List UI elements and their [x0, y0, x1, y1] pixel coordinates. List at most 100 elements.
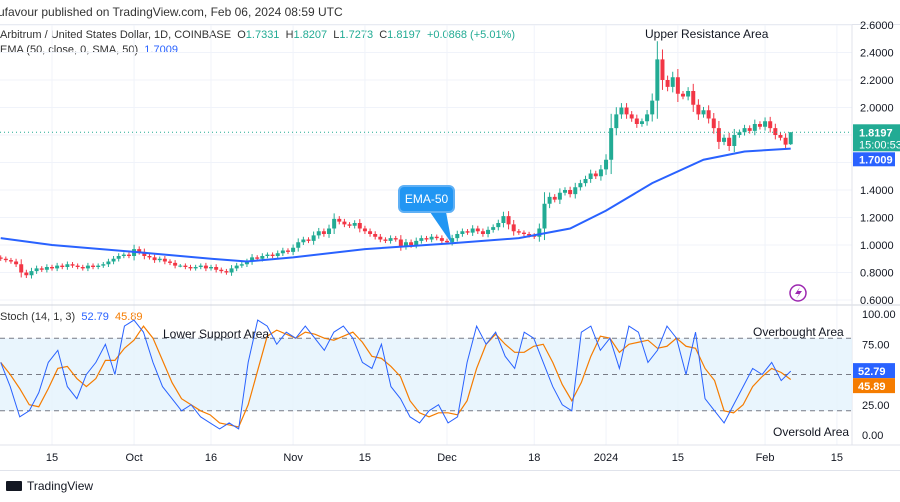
candle-body — [291, 247, 296, 252]
candle-body — [747, 128, 752, 131]
h-label: H — [285, 29, 294, 41]
last-price-text: 1.8197 — [859, 127, 893, 139]
candle-body — [337, 218, 342, 222]
candle-body — [193, 267, 198, 269]
candle-body — [480, 231, 485, 234]
candle-body — [19, 264, 24, 273]
candle-body — [696, 104, 701, 115]
candle-body — [660, 59, 665, 80]
candle-body — [752, 124, 757, 131]
candle-body — [296, 242, 301, 248]
candle-body — [173, 262, 178, 266]
candle-body — [111, 258, 116, 262]
stoch-d-line — [0, 325, 792, 428]
change-value: +0.0868 (+5.01%) — [426, 29, 516, 41]
symbol-title: Arbitrum / United States Dollar, 1D, COI… — [0, 29, 232, 41]
candle-body — [147, 256, 152, 258]
candle-body — [650, 100, 655, 115]
candle-body — [409, 242, 414, 245]
candle-body — [301, 239, 306, 243]
x-tick-label: Dec — [437, 452, 457, 464]
candle-body — [609, 128, 614, 160]
candle-body — [711, 118, 716, 129]
tradingview-logo[interactable]: TradingView — [6, 471, 93, 501]
candle-body — [414, 240, 419, 245]
candle-body — [34, 268, 39, 272]
x-tick-label: Feb — [756, 452, 775, 464]
candle-body — [362, 228, 367, 232]
candle-body — [65, 264, 70, 267]
stoch-legend: Stoch (14, 1, 3) 52.79 45.89 — [0, 311, 143, 323]
candle-body — [706, 110, 711, 119]
stoch-k-line — [0, 319, 792, 430]
lightning-icon — [789, 284, 807, 302]
x-tick-label: 15 — [672, 452, 684, 464]
stoch-d-value: 45.89 — [115, 311, 143, 323]
candle-body — [178, 265, 183, 267]
candle-body — [368, 231, 373, 234]
x-tick-label: Nov — [283, 452, 303, 464]
candle-body — [342, 221, 347, 225]
candle-body — [583, 179, 588, 184]
candle-body — [486, 229, 491, 234]
candle-body — [167, 261, 172, 263]
candle-body — [24, 272, 29, 276]
candle-body — [593, 173, 598, 177]
stoch-k-value: 52.79 — [81, 311, 109, 323]
candle-body — [675, 77, 680, 94]
x-tick-label: 15 — [831, 452, 843, 464]
x-tick-label: 15 — [359, 452, 371, 464]
candle-body — [470, 228, 475, 233]
candle-body — [91, 265, 96, 267]
candle-body — [686, 91, 691, 97]
candle-body — [121, 254, 126, 256]
candle-body — [265, 254, 270, 256]
candle-body — [604, 159, 609, 170]
candle-body — [96, 265, 101, 267]
candle-body — [424, 238, 429, 240]
l-label: L — [333, 29, 340, 41]
candle-body — [327, 228, 332, 234]
x-tick-label: 18 — [528, 452, 540, 464]
candle-body — [552, 196, 557, 200]
candle-body — [537, 228, 542, 237]
candle-body — [44, 267, 49, 270]
candle-body — [445, 240, 450, 243]
candle-body — [527, 234, 532, 236]
candle-body — [629, 114, 634, 119]
candle-body — [270, 254, 275, 256]
oversold-label: Oversold Area — [773, 425, 850, 439]
candle-body — [614, 114, 619, 129]
candle-body — [50, 267, 54, 269]
high-value: 1.8207 — [293, 29, 328, 41]
o-label: O — [237, 29, 246, 41]
candle-body — [732, 135, 737, 146]
candle-body — [563, 190, 567, 193]
candle-body — [137, 249, 142, 252]
candle-body — [788, 132, 793, 145]
stoch-label: Stoch (14, 1, 3) — [0, 311, 76, 323]
stoch-k-badge — [853, 363, 895, 379]
candle-body — [219, 269, 224, 272]
published-text: ufavour published on TradingView.com, Fe… — [0, 5, 343, 19]
candle-body — [357, 223, 362, 229]
candle-body — [701, 110, 706, 115]
candle-body — [588, 173, 593, 179]
upper-resistance-label: Upper Resistance Area — [645, 27, 769, 41]
candle-body — [224, 271, 229, 273]
candle-body — [716, 128, 721, 142]
candle-body — [475, 228, 480, 232]
candle-body — [691, 91, 696, 105]
candle-body — [188, 267, 193, 269]
candle-body — [275, 253, 280, 256]
footer: TradingView — [0, 470, 900, 501]
candle-body — [101, 264, 106, 266]
tradingview-logo-icon — [6, 481, 22, 491]
candle-body — [727, 137, 732, 146]
candle-body — [403, 242, 408, 247]
price-chart[interactable]: 15 Oct 16 Nov 15 Dec 18 2024 15 Feb 15 2.6000 2.4000… — [0, 0, 900, 470]
c-label: C — [379, 29, 388, 41]
candle-body — [183, 265, 188, 267]
stoch-tick-label: 25.00 — [862, 400, 890, 412]
candle-body — [455, 234, 460, 239]
